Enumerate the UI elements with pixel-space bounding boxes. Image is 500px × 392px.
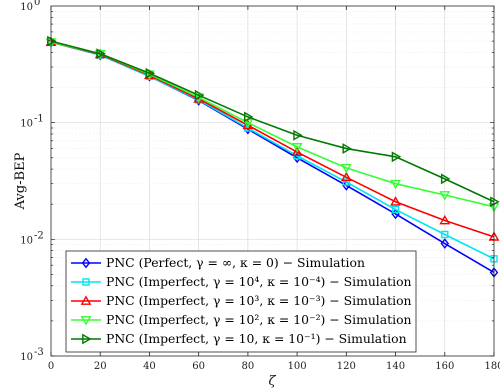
y-tick-label-base: 10: [20, 2, 33, 13]
series-3-point: [390, 196, 401, 206]
x-tick-label: 160: [435, 361, 454, 372]
legend-marker: [80, 316, 92, 326]
series-5-point: [293, 129, 303, 141]
y-tick-label: 10 -1: [20, 114, 43, 130]
series-3-point: [242, 119, 254, 130]
series-2-point: [342, 178, 351, 186]
legend-marker: [82, 333, 92, 345]
series-4-point: [340, 163, 352, 174]
legend-label: PNC (Imperfect, γ = 10, κ = 10⁻¹) − Simu…: [106, 331, 407, 346]
y-tick-label-base: 10: [20, 235, 33, 246]
series-2-point: [391, 205, 400, 214]
legend-box: [65, 250, 417, 353]
legend-label: PNC (Imperfect, γ = 10⁴, κ = 10⁻⁴) − Sim…: [106, 274, 412, 289]
y-tick-label-exponent: 0: [34, 0, 40, 8]
series-3-point: [291, 146, 303, 156]
x-tick-label: 80: [242, 361, 255, 372]
legend-item: PNC (Imperfect, γ = 10³, κ = 10⁻³) − Sim…: [71, 293, 412, 308]
series-3-point: [340, 171, 352, 182]
x-tick-label: 120: [337, 361, 356, 372]
series-1-point: [440, 238, 450, 249]
x-tick-label: 100: [288, 361, 307, 372]
series-5-point: [47, 35, 57, 47]
y-tick-label-base: 10: [20, 119, 33, 130]
legend-label: PNC (Imperfect, γ = 10³, κ = 10⁻³) − Sim…: [106, 293, 412, 308]
series-5-point: [391, 151, 402, 163]
y-tick-label: 10 -3: [20, 347, 43, 363]
x-axis-title: ζ: [268, 374, 276, 389]
legend-item: PNC (Perfect, γ = ∞, κ = 0) − Simulation: [71, 255, 365, 270]
series-5-point: [194, 89, 205, 101]
x-tick-label: 40: [143, 361, 156, 372]
series-4-point: [390, 179, 401, 190]
y-tick-label-base: 10: [20, 352, 33, 363]
legend: PNC (Perfect, γ = ∞, κ = 0) − Simulation…: [65, 250, 417, 353]
x-tick-label: 140: [386, 361, 405, 372]
series-5-point: [244, 111, 254, 123]
series-5-point: [440, 173, 451, 185]
x-tick-label: 0: [48, 361, 54, 372]
axis-ticks: 02040608010012014016018010010-110-210-3: [20, 0, 500, 372]
series-5-point: [96, 48, 106, 60]
series-2-point: [441, 230, 449, 239]
y-tick-label: 10 0: [20, 0, 40, 13]
series-5: [47, 35, 500, 208]
series-5-point: [342, 143, 352, 154]
y-tick-label-exponent: -2: [34, 230, 44, 241]
legend-item: PNC (Imperfect, γ = 10², κ = 10⁻²) − Sim…: [71, 312, 412, 327]
legend-marker: [82, 278, 90, 286]
y-tick-label-exponent: -1: [34, 114, 44, 125]
legend-item: PNC (Imperfect, γ = 10, κ = 10⁻¹) − Simu…: [71, 331, 407, 346]
x-tick-label: 180: [484, 361, 500, 372]
series-5-line: [50, 40, 495, 203]
series-5-point: [145, 67, 156, 79]
series-4-point: [291, 143, 303, 153]
legend-marker: [81, 257, 91, 269]
legend-label: PNC (Imperfect, γ = 10², κ = 10⁻²) − Sim…: [106, 312, 412, 327]
x-tick-label: 60: [192, 361, 205, 372]
legend-item: PNC (Imperfect, γ = 10⁴, κ = 10⁻⁴) − Sim…: [71, 274, 412, 289]
legend-label: PNC (Perfect, γ = ∞, κ = 0) − Simulation: [106, 255, 365, 270]
plot-area-frame: [50, 5, 495, 357]
y-axis-title: Avg-BEP: [13, 152, 28, 210]
series-4-point: [193, 93, 205, 103]
legend-marker: [80, 295, 92, 305]
series-5-point: [490, 196, 500, 208]
x-tick-label: 20: [94, 361, 107, 372]
series-3-point: [439, 214, 451, 225]
series-4-point: [439, 191, 451, 201]
y-tick-label: 10 -2: [20, 230, 43, 246]
y-tick-label-exponent: -3: [34, 347, 44, 358]
series-layer: [45, 35, 500, 278]
